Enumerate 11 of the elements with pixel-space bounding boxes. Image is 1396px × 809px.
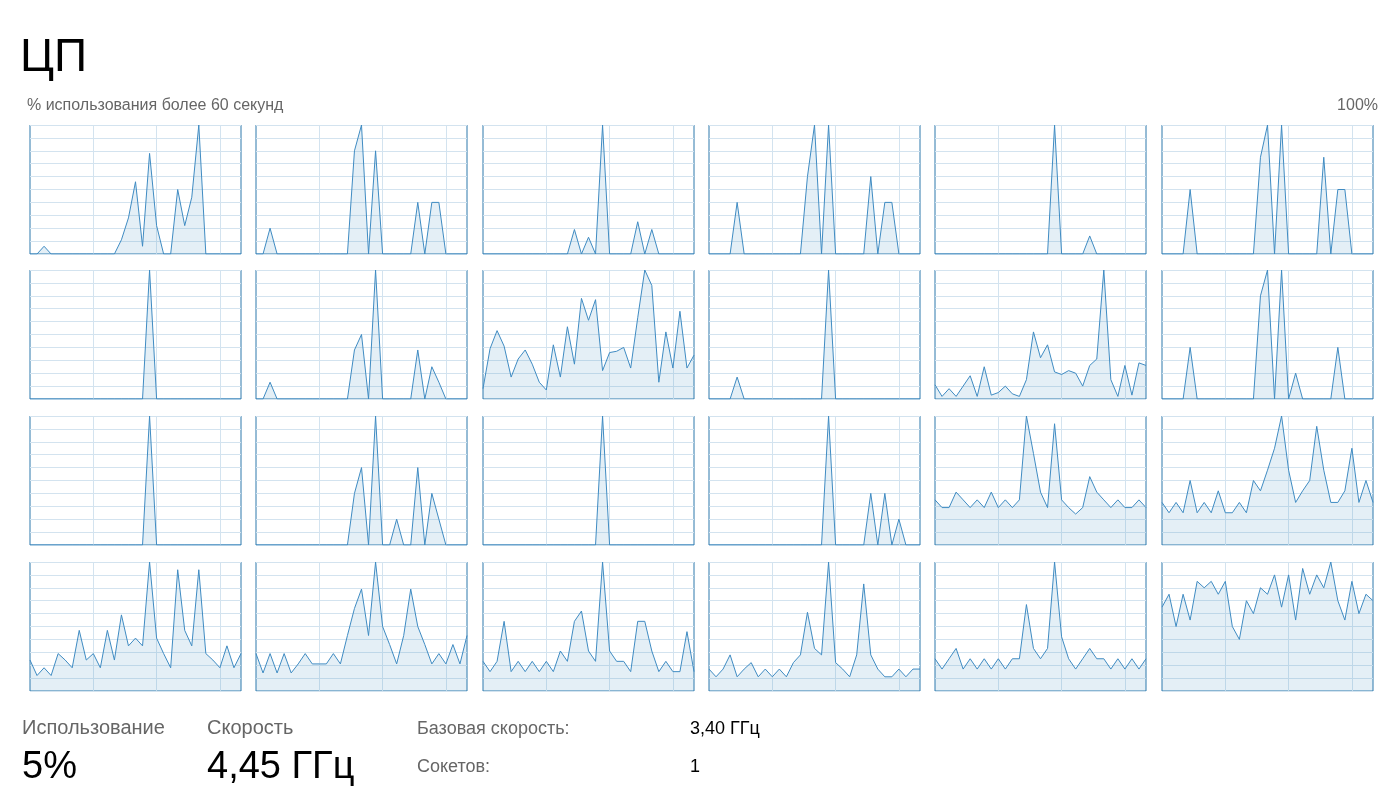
- text: Скорость: [207, 716, 294, 739]
- chart-title: ЦП: [20, 28, 88, 82]
- text: Сокетов:: [417, 756, 491, 777]
- text: Использование: [22, 716, 165, 739]
- text: 4,45 ГГц: [207, 744, 355, 787]
- text: 3,40 ГГц: [690, 718, 760, 739]
- text: 5%: [22, 744, 77, 787]
- text: Базовая скорость:: [417, 718, 570, 739]
- chart-subtitle: % использования более 60 секунд: [27, 96, 284, 114]
- text: 1: [690, 756, 701, 777]
- text: 100%: [1337, 96, 1378, 114]
